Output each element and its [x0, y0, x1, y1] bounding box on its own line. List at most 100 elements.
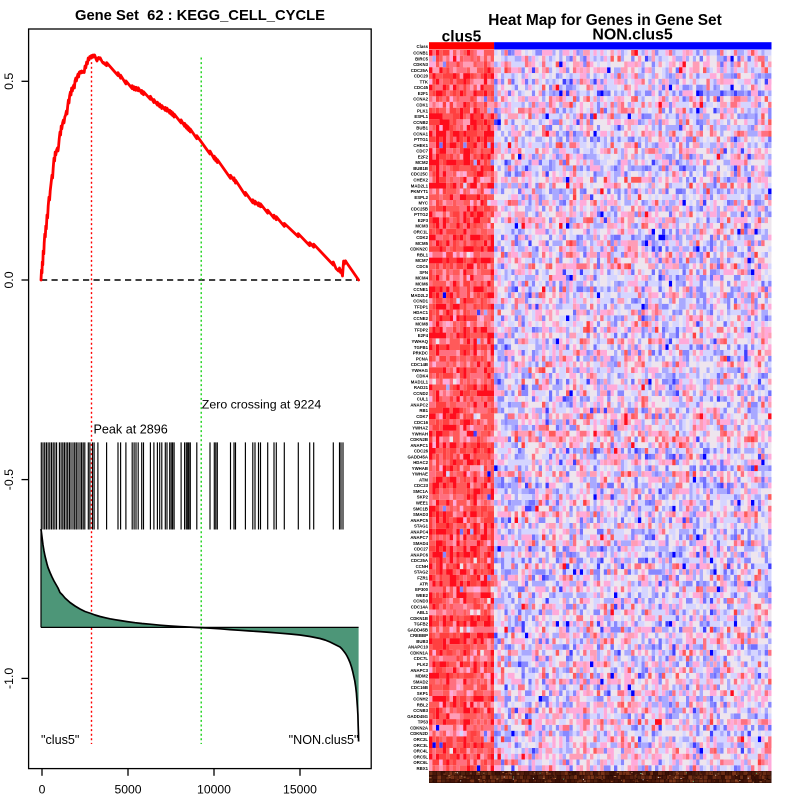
svg-text:SKP2: SKP2: [417, 495, 429, 500]
svg-text:TTK: TTK: [420, 79, 429, 84]
svg-text:RBL1: RBL1: [417, 253, 429, 258]
svg-text:CDC23: CDC23: [414, 483, 429, 488]
svg-text:CCNA1: CCNA1: [413, 131, 428, 136]
svg-text:MAD2L1: MAD2L1: [411, 183, 429, 188]
svg-text:HDAC1: HDAC1: [413, 310, 428, 315]
svg-text:CHEK2: CHEK2: [413, 178, 428, 183]
svg-text:RBL2: RBL2: [417, 702, 429, 707]
svg-text:-1.0: -1.0: [2, 668, 16, 689]
svg-text:ATR: ATR: [419, 581, 428, 586]
svg-text:ANAPC10: ANAPC10: [408, 645, 429, 650]
svg-text:CDK4: CDK4: [416, 374, 428, 379]
svg-text:YWHAZ: YWHAZ: [412, 426, 428, 431]
svg-text:GADD45A: GADD45A: [407, 454, 428, 459]
svg-text:TFDP1: TFDP1: [414, 304, 428, 309]
svg-text:ANAPC6: ANAPC6: [410, 552, 428, 557]
svg-text:FZR1: FZR1: [417, 576, 428, 581]
svg-text:CDKN2B: CDKN2B: [410, 437, 428, 442]
svg-text:PLK2: PLK2: [417, 662, 429, 667]
svg-text:YWHAB: YWHAB: [412, 466, 428, 471]
svg-text:MAD1L1: MAD1L1: [411, 379, 429, 384]
svg-text:BUB1: BUB1: [416, 126, 428, 131]
svg-text:CDC14B: CDC14B: [411, 362, 428, 367]
svg-text:ORC2L: ORC2L: [413, 737, 428, 742]
svg-text:CDC26: CDC26: [414, 449, 429, 454]
svg-text:ANAPC1: ANAPC1: [410, 443, 428, 448]
svg-text:RB1: RB1: [419, 408, 428, 413]
svg-text:CDC7: CDC7: [416, 149, 428, 154]
svg-text:CREBBP: CREBBP: [410, 633, 428, 638]
svg-text:TGFB2: TGFB2: [414, 622, 429, 627]
svg-text:CCNA2: CCNA2: [413, 97, 428, 102]
svg-text:15000: 15000: [283, 783, 317, 797]
svg-text:WEE1: WEE1: [416, 501, 429, 506]
svg-text:STAG1: STAG1: [414, 524, 429, 529]
svg-text:STAG2: STAG2: [414, 570, 429, 575]
svg-text:CCNH2: CCNH2: [413, 697, 428, 702]
svg-text:ORC3L: ORC3L: [413, 743, 428, 748]
svg-text:CDC7L: CDC7L: [414, 656, 429, 661]
svg-text:SMAD2: SMAD2: [413, 679, 429, 684]
svg-text:HDAC2: HDAC2: [413, 460, 428, 465]
svg-text:MYC: MYC: [418, 201, 428, 206]
svg-text:YWHAE: YWHAE: [412, 472, 428, 477]
svg-text:MCM4: MCM4: [415, 276, 428, 281]
svg-text:PRKDC: PRKDC: [413, 351, 428, 356]
svg-text:CCNH: CCNH: [416, 564, 428, 569]
svg-text:CDC20: CDC20: [414, 74, 429, 79]
svg-text:PKMYT1: PKMYT1: [411, 189, 429, 194]
svg-text:CDKN2C: CDKN2C: [410, 247, 428, 252]
svg-text:TGFB1: TGFB1: [414, 345, 429, 350]
svg-text:CCNE1: CCNE1: [413, 287, 428, 292]
svg-text:MCM8: MCM8: [415, 322, 428, 327]
svg-text:PTTG2: PTTG2: [414, 212, 428, 217]
svg-text:CDC25C: CDC25C: [411, 172, 428, 177]
svg-text:E2F4: E2F4: [418, 333, 429, 338]
svg-text:MAD2L2: MAD2L2: [411, 293, 429, 298]
svg-text:"NON.clus5": "NON.clus5": [289, 733, 359, 747]
svg-text:Class: Class: [417, 44, 429, 49]
svg-text:ESPL1: ESPL1: [414, 114, 428, 119]
svg-text:RAD21: RAD21: [414, 385, 429, 390]
svg-text:WEE2: WEE2: [416, 593, 429, 598]
svg-text:ORC5L: ORC5L: [413, 754, 428, 759]
svg-text:MCM5: MCM5: [415, 241, 428, 246]
svg-text:CDC25A: CDC25A: [411, 558, 428, 563]
svg-text:NON.clus5: NON.clus5: [592, 27, 673, 44]
svg-text:MCM7: MCM7: [415, 258, 428, 263]
svg-text:CCND1: CCND1: [413, 299, 428, 304]
svg-text:CDC6: CDC6: [416, 264, 428, 269]
svg-text:BUB1B: BUB1B: [413, 166, 428, 171]
svg-text:PTTG1: PTTG1: [414, 137, 428, 142]
svg-text:CHEK1: CHEK1: [413, 143, 428, 148]
svg-text:SMAD3: SMAD3: [413, 512, 429, 517]
svg-text:Gene Set 62 : KEGG_CELL_CYCLE: Gene Set 62 : KEGG_CELL_CYCLE: [75, 8, 325, 24]
svg-text:MCM6: MCM6: [415, 281, 428, 286]
svg-text:SMC1B: SMC1B: [413, 506, 428, 511]
svg-text:Peak at 2896: Peak at 2896: [94, 423, 168, 437]
svg-text:CDKN1A: CDKN1A: [410, 651, 428, 656]
svg-text:BIRC5: BIRC5: [415, 56, 429, 61]
svg-text:CDK1: CDK1: [416, 103, 428, 108]
svg-text:CDC45: CDC45: [414, 85, 429, 90]
svg-text:ANAPC5: ANAPC5: [410, 518, 428, 523]
svg-text:CCND2: CCND2: [413, 391, 428, 396]
svg-text:CCNE2: CCNE2: [413, 316, 428, 321]
svg-text:GADD45G: GADD45G: [407, 714, 428, 719]
svg-text:CDKN1B: CDKN1B: [410, 616, 428, 621]
svg-text:CCNB1: CCNB1: [413, 51, 428, 56]
svg-text:CCNB3: CCNB3: [413, 708, 428, 713]
svg-text:CDKN2D: CDKN2D: [410, 731, 428, 736]
svg-text:YWHAG: YWHAG: [412, 368, 429, 373]
svg-text:RBX1: RBX1: [417, 766, 429, 771]
svg-text:CDK2: CDK2: [416, 235, 428, 240]
svg-text:ANAPC7: ANAPC7: [410, 535, 428, 540]
svg-text:CDKN2A: CDKN2A: [410, 726, 428, 731]
svg-text:CDC16: CDC16: [414, 420, 429, 425]
svg-text:ORC4L: ORC4L: [413, 749, 428, 754]
svg-text:ATM: ATM: [419, 477, 428, 482]
svg-text:EP300: EP300: [415, 587, 429, 592]
svg-text:PLK1: PLK1: [417, 108, 429, 113]
svg-text:Heat Map for Genes in Gene Set: Heat Map for Genes in Gene Set: [488, 12, 721, 29]
svg-text:5000: 5000: [114, 783, 141, 797]
